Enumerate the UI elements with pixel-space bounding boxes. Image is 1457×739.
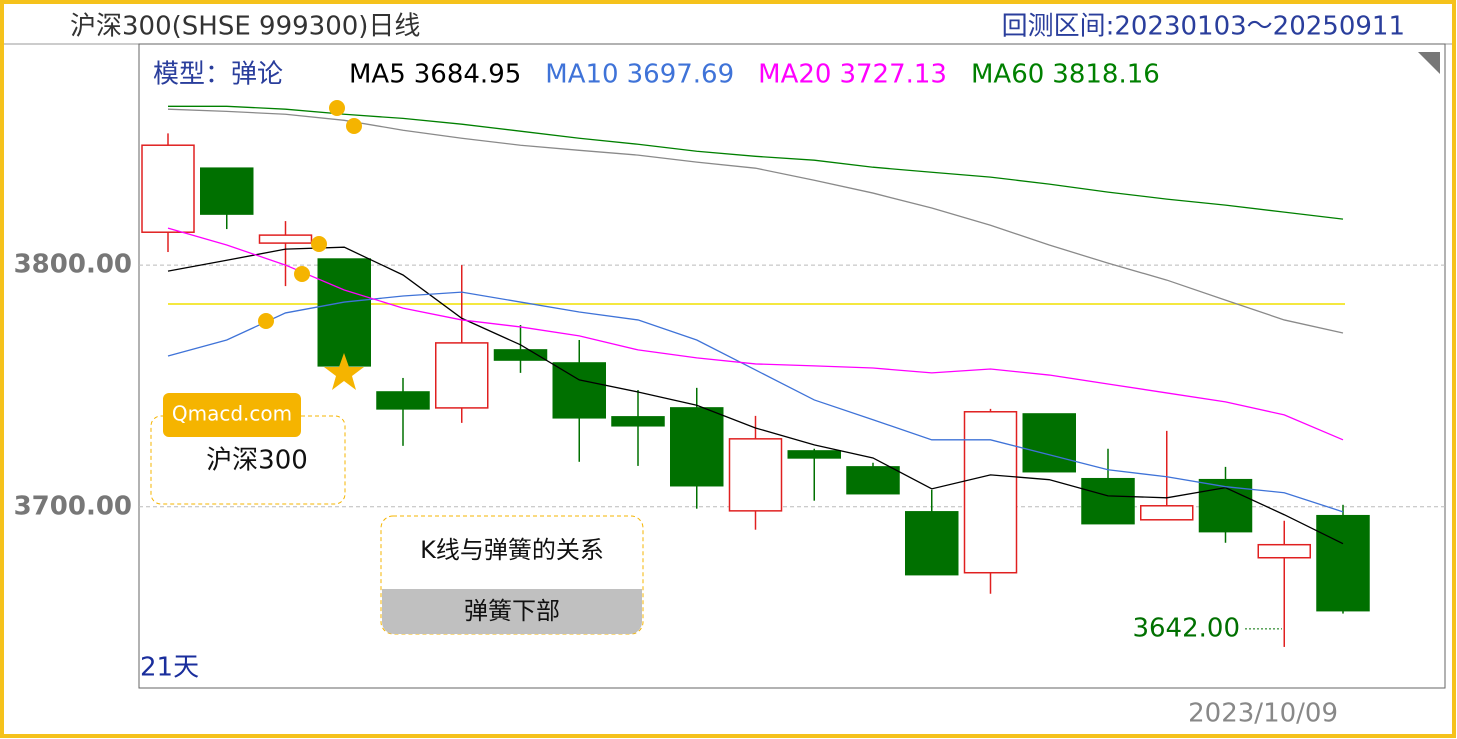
candle-body	[846, 466, 900, 495]
panel-title: K线与弹簧的关系	[420, 536, 604, 564]
signal-dot	[329, 100, 345, 116]
box-label: 沪深300	[206, 446, 308, 476]
low-label: 3642.00	[1132, 613, 1240, 643]
candle-body	[1316, 514, 1370, 612]
date-label: 2023/10/09	[1188, 699, 1338, 729]
signal-dot	[258, 313, 274, 329]
watermark-badge	[163, 393, 301, 437]
legend-value: 3818.16	[1052, 60, 1160, 90]
candle-body	[1257, 543, 1311, 559]
signal-dot	[346, 118, 362, 134]
y-tick-label: 3700.00	[14, 491, 132, 521]
candle-body	[787, 450, 841, 459]
candle-body	[1140, 505, 1194, 521]
watermark: Qmacd.com	[172, 402, 292, 426]
legend-name: MA60	[971, 60, 1044, 90]
legend-name: MA10	[545, 60, 618, 90]
panel-footer	[382, 589, 642, 634]
signal-dot	[311, 236, 327, 252]
candle-body	[376, 391, 430, 410]
signal-dots	[258, 100, 364, 390]
y-tick-label: 3800.00	[14, 250, 132, 280]
legend-value: 3697.69	[627, 60, 735, 90]
candle-body	[317, 258, 371, 367]
signal-star	[324, 353, 364, 390]
panel-subtitle: 弹簧下部	[464, 597, 560, 625]
candle-body	[1081, 477, 1135, 525]
chart-subtitle: 回测区间:20230103～20250911	[1002, 12, 1405, 42]
candle-body	[905, 511, 959, 576]
legend-value: 3727.13	[839, 60, 947, 90]
plot: 3700.00 3800.00 3642.00	[14, 105, 1445, 647]
model-label: 模型：弹论	[153, 60, 283, 90]
candle-body	[611, 416, 665, 427]
candle-body	[258, 234, 313, 244]
ma-line	[167, 108, 1344, 334]
corner-mark	[1418, 52, 1440, 74]
candle-body	[493, 349, 548, 361]
candle-body	[963, 411, 1018, 574]
candle-body	[728, 438, 783, 512]
candle-body	[1022, 413, 1076, 473]
legend-name: MA5	[349, 60, 406, 90]
plot-frame	[138, 43, 1446, 689]
candle-body	[670, 407, 724, 487]
chart-title: 沪深300(SHSE 999300)日线	[70, 12, 420, 42]
ma-line	[167, 246, 1344, 545]
legend-name: MA20	[758, 60, 831, 90]
days-label: 21天	[140, 653, 199, 683]
candle-body	[141, 144, 195, 233]
candle-body	[552, 362, 606, 419]
legend-value: 3684.95	[414, 60, 522, 90]
ma-line	[167, 291, 1344, 513]
ma-line	[167, 227, 1344, 441]
ma-line	[168, 105, 1344, 220]
candle-body	[200, 167, 254, 215]
signal-dot	[294, 266, 310, 282]
candle-body	[435, 342, 489, 409]
